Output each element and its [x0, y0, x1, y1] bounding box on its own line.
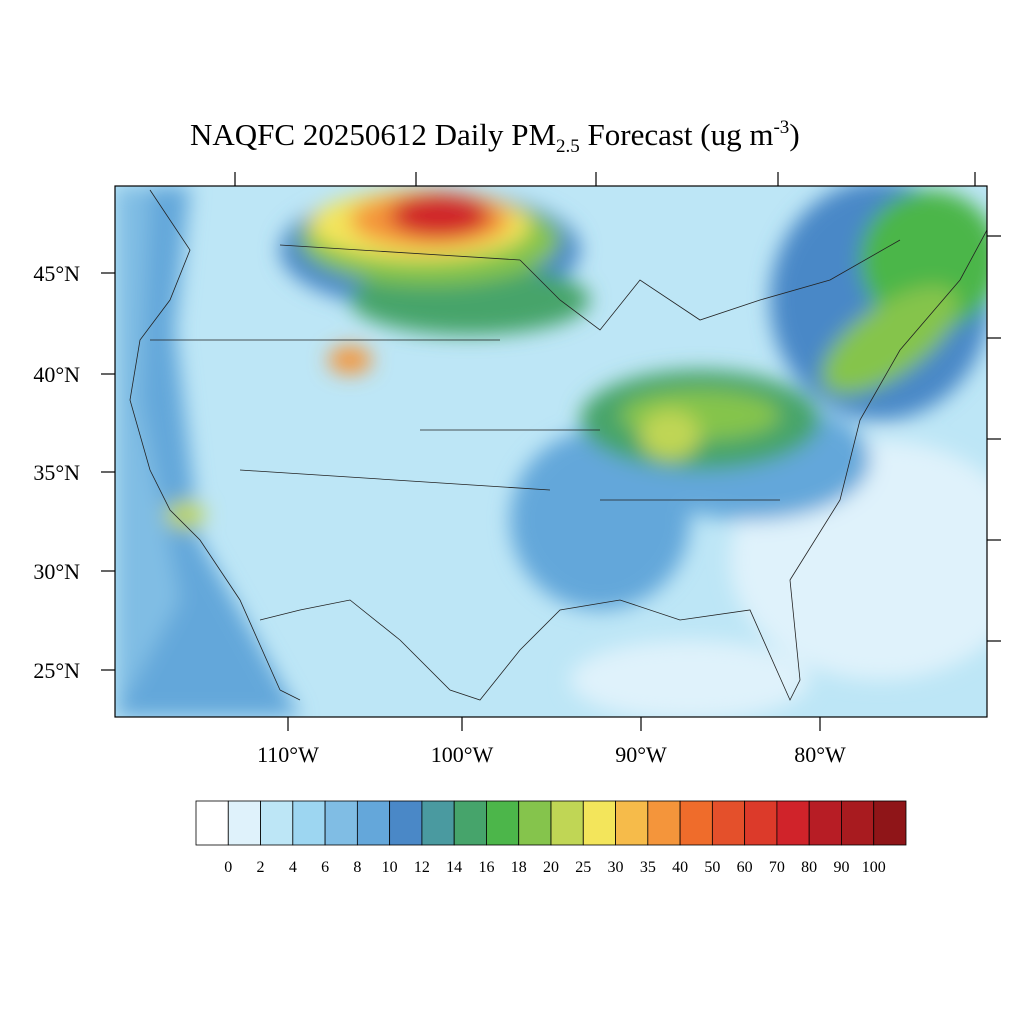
colorbar-label: 10 — [382, 859, 398, 876]
colorbar-label: 14 — [446, 859, 462, 876]
colorbar-label: 40 — [672, 859, 688, 876]
colorbar-label: 12 — [414, 859, 430, 876]
colorbar-label: 30 — [608, 859, 624, 876]
colorbar-box — [453, 800, 487, 846]
colorbar-box — [582, 800, 616, 846]
frame-ticks — [234, 172, 1001, 642]
colorbar-label: 25 — [575, 859, 591, 876]
colorbar-label: 80 — [801, 859, 817, 876]
colorbar-box — [776, 800, 810, 846]
colorbar-label: 35 — [640, 859, 656, 876]
colorbar-label: 0 — [224, 859, 232, 876]
colorbar-label: 18 — [511, 859, 527, 876]
lat-label: 40°N — [33, 362, 80, 387]
lon-label: 100°W — [431, 742, 494, 767]
colorbar-box — [421, 800, 455, 846]
colorbar-label: 8 — [353, 859, 361, 876]
title: NAQFC 20250612 Daily PM2.5 Forecast (ug … — [190, 117, 800, 157]
lat-label: 30°N — [33, 559, 80, 584]
colorbar-label: 50 — [704, 859, 720, 876]
lat-label: 45°N — [33, 261, 80, 286]
colorbar-box — [647, 800, 681, 846]
colorbar-box — [227, 800, 261, 846]
colorbar-label: 6 — [321, 859, 329, 876]
colorbar-box — [615, 800, 649, 846]
colorbar-box — [324, 800, 358, 846]
colorbar-label: 60 — [737, 859, 753, 876]
colorbar-box — [389, 800, 423, 846]
colorbar-box — [711, 800, 746, 846]
lon-label: 110°W — [257, 742, 319, 767]
colorbar-box — [550, 800, 584, 846]
colorbar-label: 20 — [543, 859, 559, 876]
lat-label: 25°N — [33, 658, 80, 683]
colorbar-box — [195, 800, 229, 846]
lon-label: 90°W — [615, 742, 667, 767]
colorbar-box — [486, 800, 520, 846]
pm25-field — [115, 186, 987, 717]
colorbar-label: 16 — [478, 859, 494, 876]
colorbar-box — [679, 800, 713, 846]
colorbar-box — [356, 800, 391, 846]
colorbar-label: 2 — [257, 859, 265, 876]
colorbar-box — [518, 800, 552, 846]
map-frame — [114, 185, 988, 718]
lat-label: 35°N — [33, 460, 80, 485]
colorbar-box — [873, 800, 907, 846]
colorbar-label: 70 — [769, 859, 785, 876]
colorbar-box — [260, 800, 294, 846]
colorbar-label: 100 — [862, 859, 886, 876]
colorbar-box — [841, 800, 875, 846]
colorbar-box — [292, 800, 326, 846]
colorbar-box — [808, 800, 842, 846]
colorbar-label: 90 — [833, 859, 849, 876]
lon-label: 80°W — [794, 742, 846, 767]
colorbar-box — [744, 800, 778, 846]
colorbar-label: 4 — [289, 859, 297, 876]
